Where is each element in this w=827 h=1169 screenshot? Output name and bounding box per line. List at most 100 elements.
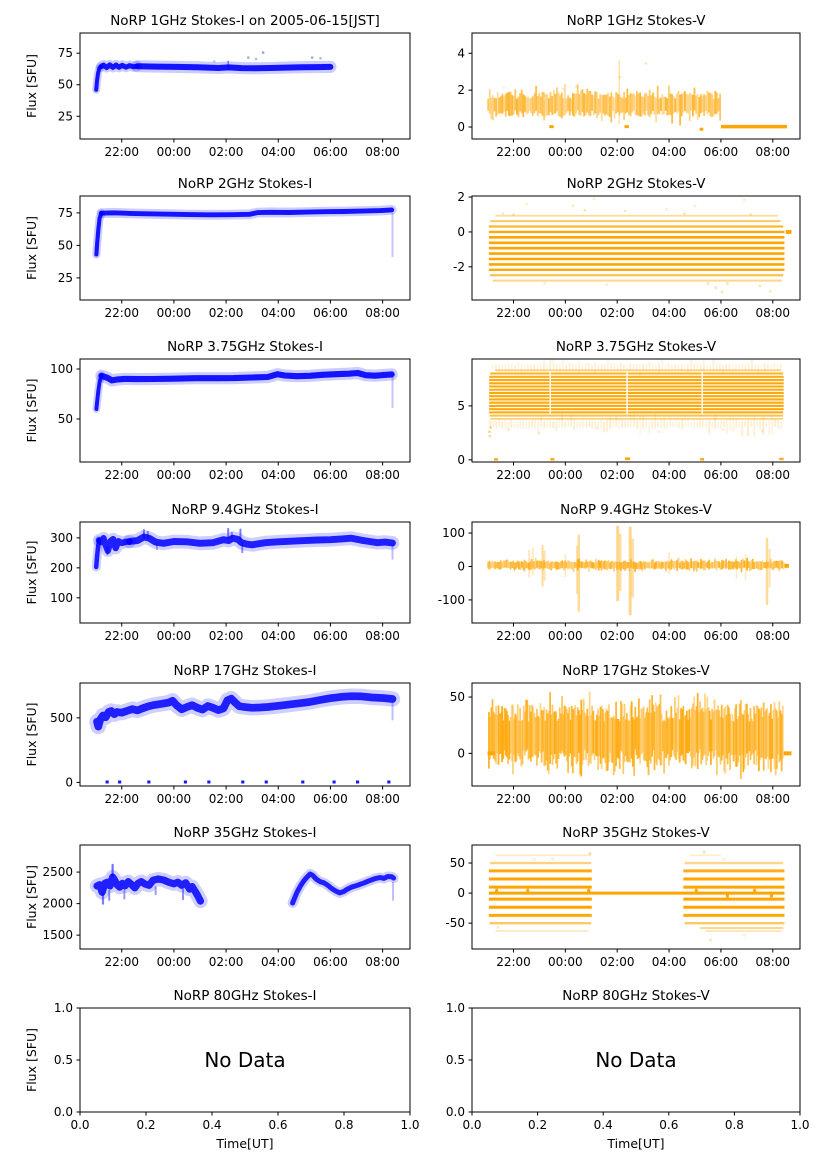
x-tick-label: 02:00 [209, 468, 244, 482]
x-tick-label: 00:00 [548, 955, 583, 969]
x-tick-label: 04:00 [652, 306, 687, 320]
x-tick-label: 00:00 [157, 955, 192, 969]
x-tick-label: 0.0 [70, 1118, 89, 1132]
norp-2ghz-stokes-i: 22:00 00:00 02:00 04:00 06:00 08:00 25 50 75 NoRP… [24, 176, 411, 320]
series-layer [487, 59, 788, 131]
y-tick-label: 5 [457, 399, 465, 413]
axis-ticks: 22:00 00:00 02:00 04:00 06:00 08:00 -2 0 2 [453, 190, 790, 320]
x-tick-label: 0.6 [659, 1118, 678, 1132]
y-tick-label: 1500 [42, 928, 73, 942]
norp-17ghz-stokes-v: 22:00 00:00 02:00 04:00 06:00 08:00 0 50 NoRP 17… [450, 663, 801, 806]
x-tick-label: 06:00 [313, 306, 348, 320]
x-tick-label: 22:00 [104, 306, 139, 320]
panel-title: NoRP 2GHz Stokes-V [567, 176, 707, 192]
norp-80ghz-stokes-i: 0.0 0.2 0.4 0.6 0.8 1.0 0.0 0.5 1.0 NoRP 80GHz St… [24, 988, 420, 1151]
x-tick-label: 00:00 [548, 792, 583, 806]
y-tick-label: 0 [457, 886, 465, 900]
series-layer [89, 863, 399, 909]
y-tick-label: 1.0 [54, 1001, 73, 1015]
x-tick-label: 04:00 [261, 792, 296, 806]
y-tick-label: 50 [450, 856, 465, 870]
y-tick-label: 2 [457, 190, 465, 204]
x-tick-label: 04:00 [652, 792, 687, 806]
x-tick-label: 22:00 [496, 468, 531, 482]
x-tick-label: 22:00 [104, 468, 139, 482]
plot-frame [471, 682, 801, 787]
y-axis-label: Flux [SFU] [24, 54, 39, 118]
x-tick-label: 08:00 [755, 955, 790, 969]
y-tick-label: 25 [58, 271, 73, 285]
norp-2ghz-stokes-v: 22:00 00:00 02:00 04:00 06:00 08:00 -2 0 2 NoRP 2… [453, 176, 801, 320]
plot-frame [79, 32, 411, 140]
x-tick-label: 00:00 [157, 145, 192, 159]
y-tick-label: 75 [58, 206, 73, 220]
series-layer [488, 850, 785, 942]
x-tick-label: 0.8 [334, 1118, 353, 1132]
series-layer [487, 525, 789, 616]
y-axis-label: Flux [SFU] [24, 216, 39, 280]
y-tick-label: 75 [58, 46, 73, 60]
no-data-label: No Data [595, 1048, 676, 1072]
x-tick-label: 06:00 [704, 468, 739, 482]
axis-ticks: 22:00 00:00 02:00 04:00 06:00 08:00 -100 0 100 [438, 526, 790, 643]
x-tick-label: 06:00 [313, 955, 348, 969]
axis-ticks: 22:00 00:00 02:00 04:00 06:00 08:00 25 50 75 [58, 206, 400, 320]
x-tick-label: 04:00 [261, 468, 296, 482]
y-tick-label: 0.0 [446, 1105, 465, 1119]
y-tick-label: 100 [442, 526, 465, 540]
x-tick-label: 04:00 [652, 145, 687, 159]
plot-frame [79, 844, 411, 950]
panel-title: NoRP 3.75GHz Stokes-I [167, 339, 323, 355]
x-tick-label: 0.2 [136, 1118, 155, 1132]
x-tick-label: 22:00 [496, 306, 531, 320]
norp-80ghz-stokes-v: 0.0 0.2 0.4 0.6 0.8 1.0 0.0 0.5 1.0 NoRP 80GHz St… [446, 988, 810, 1151]
x-tick-label: 22:00 [104, 145, 139, 159]
y-tick-label: 100 [50, 591, 73, 605]
x-tick-label: 0.0 [462, 1118, 481, 1132]
plot-frame [471, 32, 801, 140]
y-tick-label: -2 [453, 260, 465, 274]
series-layer [92, 205, 397, 259]
x-tick-label: 02:00 [600, 306, 635, 320]
axis-ticks: 22:00 00:00 02:00 04:00 06:00 08:00 50 100 [50, 362, 400, 482]
norp-1ghz-stokes-i: 22:00 00:00 02:00 04:00 06:00 08:00 25 50 75 NoRP… [24, 13, 411, 159]
axis-ticks: 22:00 00:00 02:00 04:00 06:00 08:00 -50 0 50 [445, 856, 790, 969]
x-tick-label: 0.6 [268, 1118, 287, 1132]
x-tick-label: 22:00 [104, 629, 139, 643]
y-tick-label: -100 [438, 593, 465, 607]
x-tick-label: 04:00 [261, 955, 296, 969]
x-tick-label: 00:00 [157, 306, 192, 320]
x-tick-label: 22:00 [496, 629, 531, 643]
y-tick-label: 0 [457, 453, 465, 467]
panel-title: NoRP 9.4GHz Stokes-V [560, 502, 713, 518]
y-tick-label: 0 [457, 225, 465, 239]
x-tick-label: 06:00 [704, 629, 739, 643]
x-tick-label: 02:00 [209, 145, 244, 159]
x-tick-label: 08:00 [755, 306, 790, 320]
plot-frame [79, 195, 411, 301]
x-tick-label: 04:00 [652, 955, 687, 969]
x-tick-label: 0.4 [202, 1118, 221, 1132]
norp-3p75ghz-stokes-v: 22:00 00:00 02:00 04:00 06:00 08:00 0 5 NoRP 3.7… [457, 339, 801, 482]
x-tick-label: 00:00 [157, 468, 192, 482]
panel-title: NoRP 35GHz Stokes-V [562, 825, 710, 841]
x-tick-label: 08:00 [365, 792, 400, 806]
x-tick-label: 02:00 [209, 629, 244, 643]
x-tick-label: 02:00 [600, 792, 635, 806]
axis-ticks: 22:00 00:00 02:00 04:00 06:00 08:00 0 5 [457, 399, 790, 482]
series-layer [92, 366, 398, 413]
y-axis-label: Flux [SFU] [24, 1028, 39, 1092]
axis-ticks: 22:00 00:00 02:00 04:00 06:00 08:00 0 500 [50, 711, 400, 806]
x-tick-label: 04:00 [652, 629, 687, 643]
x-tick-label: 06:00 [704, 955, 739, 969]
y-axis-label: Flux [SFU] [24, 541, 39, 605]
x-tick-label: 00:00 [157, 792, 192, 806]
norp-35ghz-stokes-i: 22:00 00:00 02:00 04:00 06:00 08:00 1500 2000 25… [24, 825, 411, 969]
norp-35ghz-stokes-v: 22:00 00:00 02:00 04:00 06:00 08:00 -50 0 50 NoRP… [445, 825, 801, 969]
x-tick-label: 00:00 [548, 629, 583, 643]
panel-title: NoRP 17GHz Stokes-I [174, 663, 317, 679]
x-tick-label: 22:00 [496, 792, 531, 806]
axis-ticks: 0.0 0.2 0.4 0.6 0.8 1.0 0.0 0.5 1.0 [54, 1001, 420, 1132]
